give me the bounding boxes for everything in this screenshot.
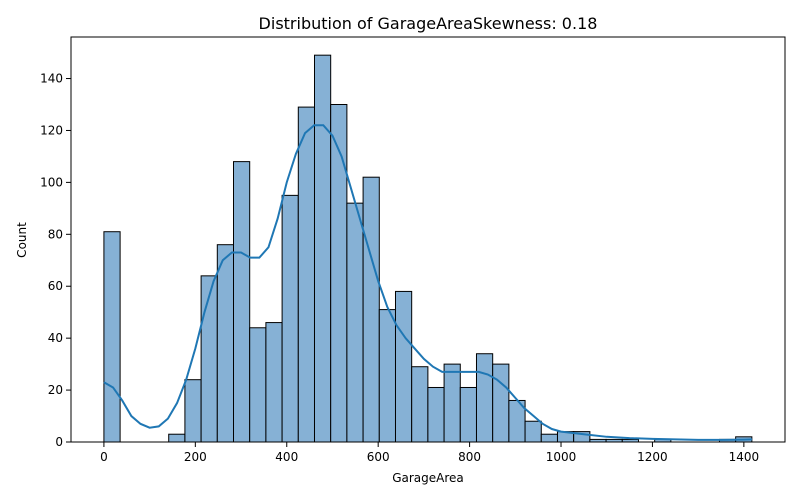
histogram-bar bbox=[249, 327, 267, 443]
histogram-bar bbox=[411, 366, 429, 443]
bars-group bbox=[103, 54, 753, 443]
x-tick-label: 200 bbox=[184, 450, 207, 464]
histogram-bar bbox=[459, 386, 477, 443]
histogram-bar bbox=[346, 202, 364, 443]
plot-frame bbox=[70, 36, 786, 443]
y-axis-ticks: 0 20 40 60 80 100 120 140 bbox=[40, 72, 71, 449]
y-tick-label: 80 bbox=[48, 227, 63, 241]
y-axis-label: Count bbox=[15, 222, 29, 258]
histogram-bar bbox=[200, 275, 218, 443]
histogram-bar bbox=[281, 194, 299, 443]
histogram-bar bbox=[492, 363, 510, 443]
x-axis-ticks: 0 200 400 600 800 1000 1200 1400 bbox=[100, 442, 759, 464]
histogram-bar bbox=[233, 161, 251, 443]
histogram-bar bbox=[330, 104, 348, 443]
histogram-bar bbox=[394, 290, 413, 443]
x-tick-label: 800 bbox=[458, 450, 481, 464]
kde-curve bbox=[103, 124, 753, 441]
histogram-bar bbox=[265, 322, 283, 443]
y-tick-label: 140 bbox=[40, 72, 63, 86]
histogram-bar bbox=[475, 353, 494, 443]
chart-title: Distribution of GarageAreaSkewness: 0.18 bbox=[259, 14, 598, 33]
histogram-bar bbox=[297, 106, 315, 443]
y-tick-label: 100 bbox=[40, 175, 63, 189]
histogram-bar bbox=[313, 54, 332, 443]
x-tick-label: 1200 bbox=[637, 450, 668, 464]
x-tick-label: 0 bbox=[100, 450, 108, 464]
histogram-bar bbox=[427, 386, 445, 443]
x-tick-label: 400 bbox=[275, 450, 298, 464]
histogram-bar bbox=[540, 433, 558, 443]
y-tick-label: 40 bbox=[48, 331, 63, 345]
histogram-bar bbox=[443, 363, 461, 443]
histogram-bar bbox=[362, 176, 380, 443]
x-axis-label: GarageArea bbox=[392, 471, 464, 485]
histogram-bar bbox=[378, 309, 396, 443]
histogram-bar bbox=[103, 231, 121, 443]
histogram-bar bbox=[216, 244, 235, 443]
y-tick-label: 60 bbox=[48, 279, 63, 293]
histogram-bar bbox=[524, 420, 542, 443]
y-tick-label: 120 bbox=[40, 123, 63, 137]
y-tick-label: 20 bbox=[48, 383, 63, 397]
x-tick-label: 600 bbox=[367, 450, 390, 464]
y-tick-label: 0 bbox=[55, 435, 63, 449]
x-tick-label: 1000 bbox=[546, 450, 577, 464]
histogram-bar bbox=[184, 379, 202, 443]
x-tick-label: 1400 bbox=[729, 450, 760, 464]
histogram-bar bbox=[168, 433, 186, 443]
